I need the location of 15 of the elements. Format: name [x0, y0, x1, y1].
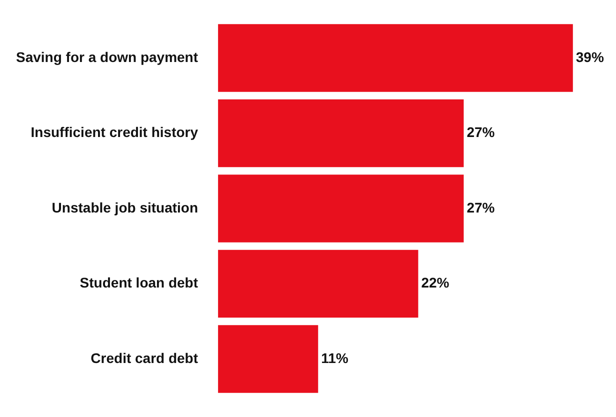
data-label: 11% [321, 350, 349, 366]
y-tick-label: Credit card debt [90, 350, 198, 366]
data-label: 22% [421, 274, 450, 291]
data-label: 27% [466, 124, 496, 140]
bar [218, 24, 573, 92]
bar [218, 325, 318, 393]
data-label: 39% [576, 48, 604, 65]
y-tick-label: Student loan debt [80, 274, 198, 291]
bar [218, 99, 464, 168]
y-tick-label: Saving for a down payment [16, 48, 198, 65]
y-tick-label: Insufficient credit history [30, 124, 198, 140]
data-label: 27% [466, 199, 496, 216]
bar [218, 174, 464, 242]
y-tick-label: Unstable job situation [52, 199, 198, 216]
bar [218, 250, 418, 318]
